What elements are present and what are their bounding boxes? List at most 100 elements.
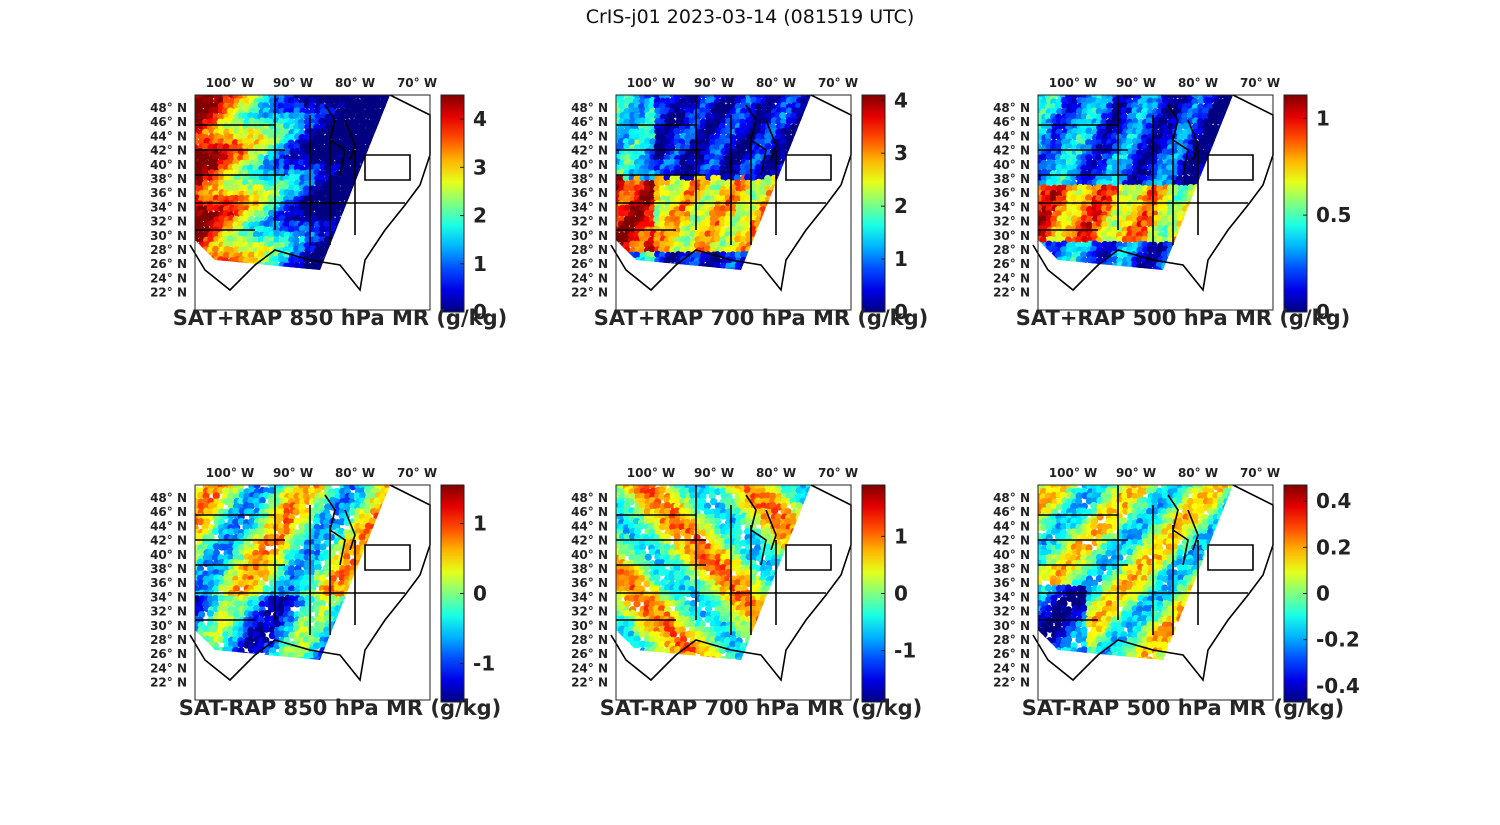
retrieval-point [616, 143, 621, 151]
colorbar [440, 94, 465, 313]
retrieval-point [679, 111, 687, 120]
retrieval-point [739, 168, 747, 176]
state-boundaries [189, 94, 431, 292]
retrieval-point [1049, 107, 1058, 115]
lon-label: 70° W [397, 76, 437, 90]
retrieval-point [222, 117, 230, 125]
retrieval-point [227, 528, 235, 536]
retrieval-point [317, 250, 326, 259]
retrieval-point [699, 133, 707, 141]
retrieval-point [715, 127, 723, 135]
retrieval-point [343, 112, 351, 120]
retrieval-point [739, 95, 747, 100]
retrieval-point [314, 543, 322, 551]
retrieval-point [754, 209, 762, 217]
retrieval-point [1181, 194, 1189, 202]
retrieval-point [1060, 246, 1068, 254]
retrieval-point [683, 230, 692, 238]
retrieval-point [1049, 95, 1057, 100]
retrieval-point [232, 507, 240, 515]
retrieval-point [354, 127, 362, 135]
lat-label: 48° N [571, 101, 608, 115]
retrieval-point [1111, 175, 1119, 183]
retrieval-point [693, 194, 701, 202]
retrieval-point [273, 230, 281, 238]
retrieval-point [704, 220, 712, 228]
lon-label: 100° W [627, 76, 675, 90]
state-lines-horizontal [616, 124, 826, 231]
retrieval-point [196, 558, 204, 566]
retrieval-point [1181, 107, 1189, 115]
retrieval-point [282, 502, 290, 510]
panel-title: SAT+RAP 700 hPa MR (g/kg) [593, 306, 929, 330]
retrieval-point [1075, 210, 1083, 218]
retrieval-point [237, 194, 246, 202]
retrieval-point [202, 107, 210, 115]
retrieval-point [653, 142, 661, 151]
retrieval-point [288, 184, 296, 192]
retrieval-point [648, 221, 656, 229]
retrieval-point [703, 149, 711, 157]
retrieval-point [292, 236, 300, 245]
retrieval-point [714, 225, 722, 233]
retrieval-point [236, 485, 245, 490]
retrieval-point [298, 230, 306, 238]
retrieval-point [1106, 102, 1114, 110]
retrieval-point [622, 219, 630, 228]
retrieval-point [338, 194, 346, 202]
retrieval-point [1140, 220, 1148, 228]
retrieval-point [206, 553, 214, 561]
retrieval-point [755, 103, 763, 111]
retrieval-point [206, 112, 215, 120]
retrieval-point [323, 189, 331, 197]
retrieval-point [673, 226, 681, 234]
retrieval-point [1156, 179, 1165, 188]
retrieval-point [237, 554, 245, 562]
colorbar-tick-label: 1 [473, 252, 487, 276]
retrieval-point [238, 159, 246, 167]
retrieval-point [1101, 250, 1110, 259]
retrieval-point [1085, 163, 1093, 171]
retrieval-point [263, 220, 271, 228]
retrieval-point [368, 502, 376, 510]
retrieval-point [343, 543, 351, 551]
retrieval-point [623, 204, 631, 212]
retrieval-point [1105, 216, 1113, 224]
retrieval-point [1061, 138, 1069, 146]
retrieval-point [339, 123, 347, 131]
lat-label: 26° N [150, 257, 187, 271]
retrieval-point [1151, 101, 1159, 109]
retrieval-point [257, 95, 265, 100]
retrieval-point [662, 138, 671, 146]
retrieval-point [202, 220, 211, 228]
retrieval-point [1217, 106, 1225, 115]
retrieval-point [218, 533, 226, 541]
retrieval-point [673, 219, 682, 228]
retrieval-point [242, 215, 250, 223]
retrieval-point [669, 195, 677, 203]
lon-label: 90° W [273, 76, 313, 90]
retrieval-point [658, 256, 666, 264]
retrieval-point [343, 164, 351, 172]
retrieval-point [764, 178, 772, 187]
retrieval-point [634, 215, 642, 223]
colorbar-tick-label: 3 [473, 155, 487, 179]
retrieval-point [318, 240, 326, 248]
retrieval-point [195, 132, 200, 140]
lon-label: 70° W [1240, 76, 1280, 90]
retrieval-point [293, 544, 301, 552]
retrieval-point [324, 127, 332, 135]
retrieval-point [1191, 169, 1199, 177]
colorbar-tick-label: 2 [894, 194, 908, 218]
retrieval-point [314, 106, 322, 115]
retrieval-point [653, 240, 661, 248]
retrieval-point [349, 128, 357, 136]
retrieval-point [323, 183, 331, 192]
retrieval-point [1181, 132, 1189, 141]
retrieval-point [1038, 204, 1043, 212]
retrieval-point [658, 153, 666, 161]
retrieval-point [1135, 256, 1143, 264]
retrieval-point [267, 194, 275, 202]
retrieval-point [293, 147, 301, 156]
retrieval-point [1060, 96, 1068, 105]
